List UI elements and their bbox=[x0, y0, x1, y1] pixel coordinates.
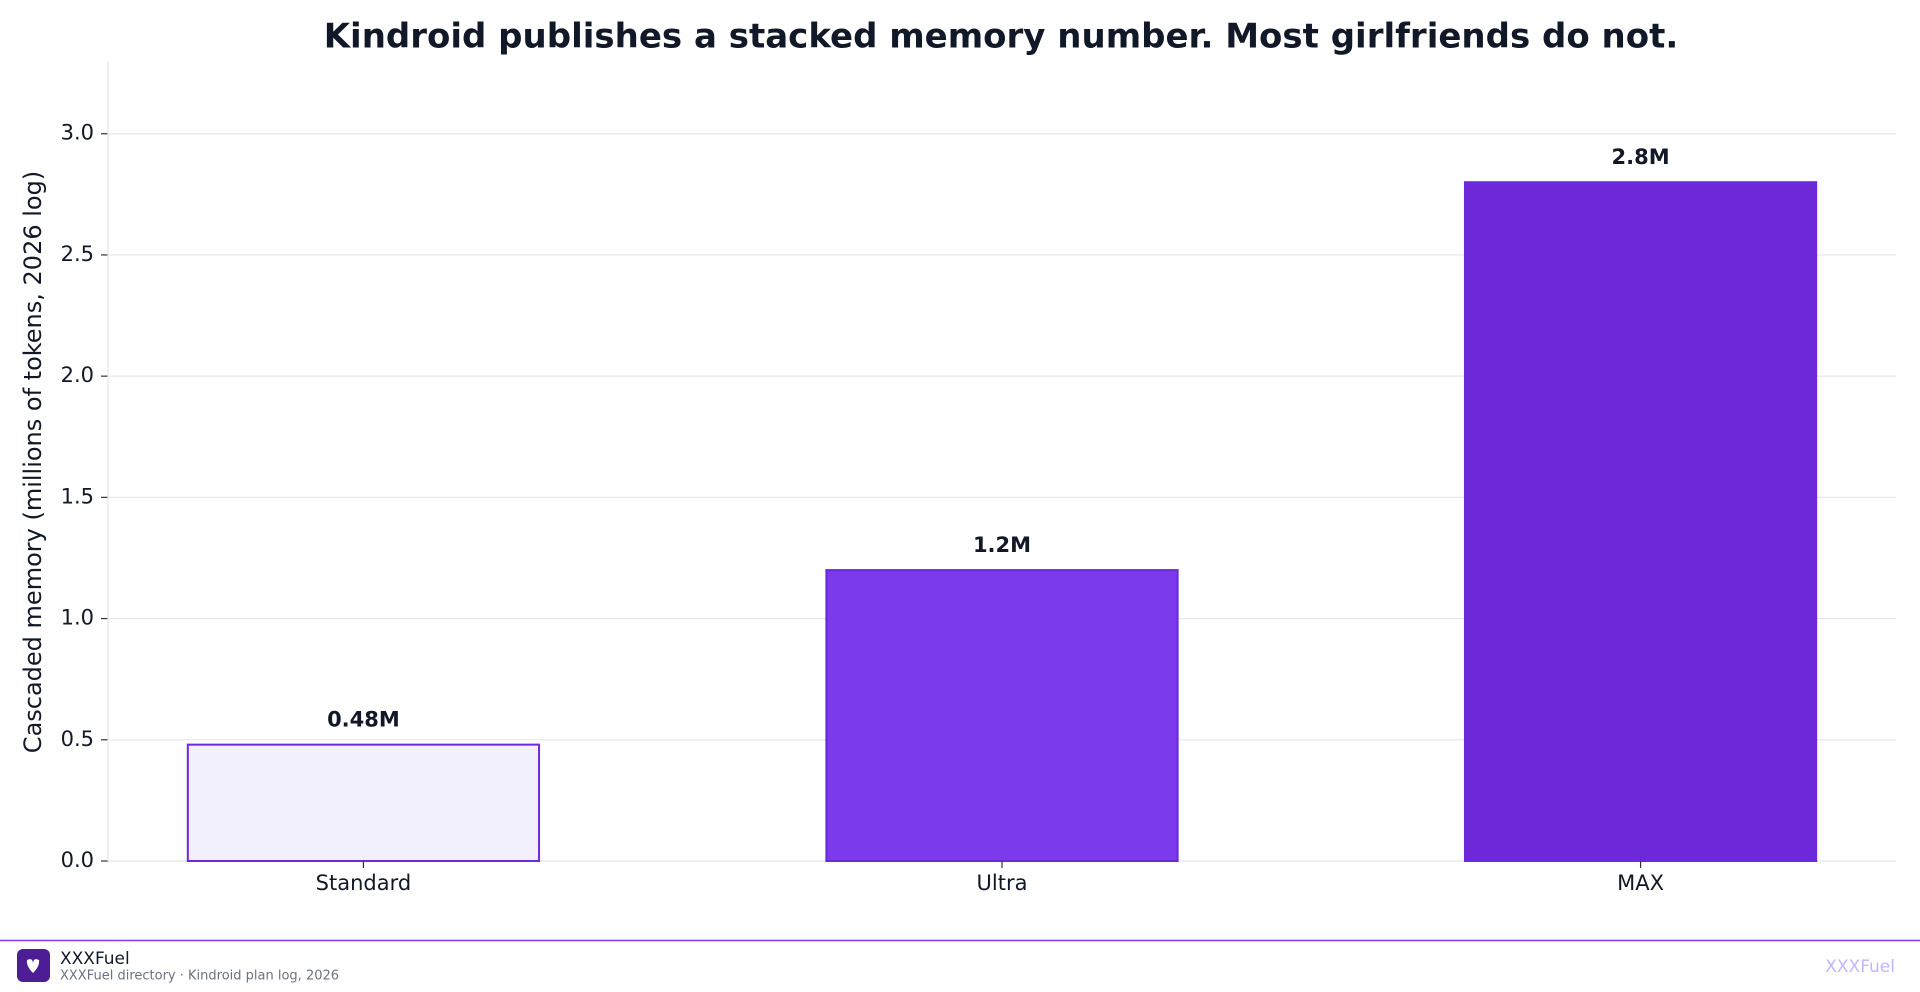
bar bbox=[825, 569, 1179, 862]
x-tick-label: Standard bbox=[316, 871, 412, 895]
y-tick-label: 1.0 bbox=[61, 606, 94, 630]
footer-brand: XXXFuel bbox=[60, 949, 130, 969]
footer-source: XXXFuel directory · Kindroid plan log, 2… bbox=[60, 969, 339, 984]
bar bbox=[1463, 181, 1818, 863]
y-tick-label: 0.5 bbox=[61, 727, 94, 751]
value-label: 2.8M bbox=[1612, 145, 1670, 169]
x-tick-label: MAX bbox=[1617, 871, 1664, 895]
y-tick-label: 1.5 bbox=[61, 484, 94, 508]
chart-title: Kindroid publishes a stacked memory numb… bbox=[324, 17, 1679, 57]
y-tick-label: 0.0 bbox=[61, 848, 94, 872]
value-label: 1.2M bbox=[973, 533, 1031, 557]
y-tick-label: 3.0 bbox=[61, 121, 94, 145]
y-axis-label: Cascaded memory (millions of tokens, 202… bbox=[19, 171, 47, 753]
footer-logo-icon bbox=[26, 959, 40, 973]
footer-watermark: XXXFuel bbox=[1825, 957, 1895, 977]
value-label: 0.48M bbox=[327, 708, 400, 732]
y-tick-label: 2.5 bbox=[61, 242, 94, 266]
x-tick-label: Ultra bbox=[977, 871, 1028, 895]
bar bbox=[186, 743, 541, 862]
y-tick-label: 2.0 bbox=[61, 363, 94, 387]
